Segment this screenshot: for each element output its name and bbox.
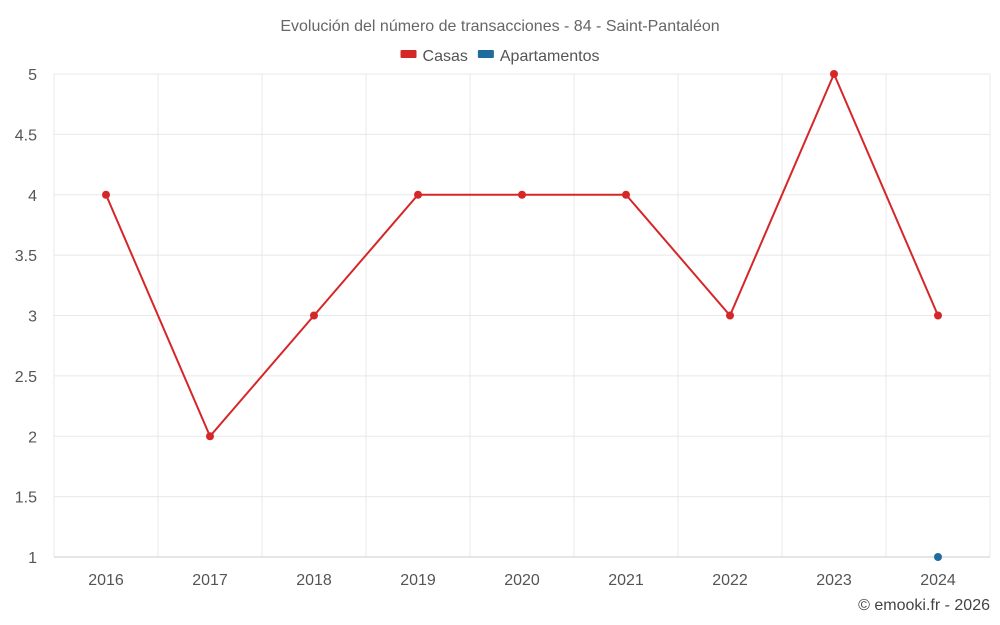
x-tick-label: 2021 bbox=[608, 572, 644, 589]
x-tick-label: 2024 bbox=[920, 572, 956, 589]
x-tick-label: 2019 bbox=[400, 572, 436, 589]
data-point[interactable] bbox=[310, 311, 318, 320]
legend-swatch bbox=[400, 50, 417, 58]
x-tick-label: 2016 bbox=[88, 572, 124, 589]
x-tick-label: 2020 bbox=[504, 572, 540, 589]
data-point[interactable] bbox=[726, 311, 734, 320]
legend-label: Casas bbox=[423, 48, 468, 65]
series-layer bbox=[102, 70, 942, 561]
data-point[interactable] bbox=[414, 190, 422, 199]
data-point[interactable] bbox=[622, 190, 630, 199]
data-point[interactable] bbox=[206, 432, 214, 441]
data-point[interactable] bbox=[518, 190, 526, 199]
y-tick-label: 1.5 bbox=[15, 490, 37, 507]
legend-item[interactable]: Apartamentos bbox=[477, 48, 600, 65]
x-tick-label: 2022 bbox=[712, 572, 748, 589]
x-tick-label: 2023 bbox=[816, 572, 852, 589]
credit-text: © emooki.fr - 2026 bbox=[858, 597, 990, 614]
y-tick-label: 3 bbox=[28, 309, 37, 326]
x-tick-label: 2018 bbox=[296, 572, 332, 589]
y-tick-label: 2.5 bbox=[15, 369, 37, 386]
series-apartamentos bbox=[934, 553, 942, 561]
legend: Casas Apartamentos bbox=[400, 48, 600, 65]
legend-item[interactable]: Casas bbox=[400, 48, 468, 65]
legend-swatch bbox=[477, 50, 494, 58]
data-point[interactable] bbox=[934, 311, 942, 320]
y-tick-label: 5 bbox=[28, 67, 37, 84]
data-point[interactable] bbox=[102, 190, 110, 199]
data-point[interactable] bbox=[830, 70, 838, 78]
y-tick-label: 2 bbox=[28, 429, 37, 446]
legend-label: Apartamentos bbox=[500, 48, 600, 65]
y-tick-label: 4.5 bbox=[15, 127, 37, 144]
y-tick-label: 4 bbox=[28, 188, 37, 205]
y-axis-ticks: 1 1.5 2 2.5 3 3.5 4 4.5 5 bbox=[15, 67, 37, 567]
chart-title: Evolución del número de transacciones - … bbox=[280, 18, 719, 35]
x-tick-label: 2017 bbox=[192, 572, 228, 589]
series-casas bbox=[102, 70, 942, 441]
grid bbox=[53, 73, 991, 557]
x-axis-ticks: 2016 2017 2018 2019 2020 2021 2022 2023 2024 bbox=[88, 572, 956, 589]
y-tick-label: 3.5 bbox=[15, 248, 37, 265]
data-point[interactable] bbox=[934, 553, 942, 561]
y-tick-label: 1 bbox=[28, 550, 37, 567]
